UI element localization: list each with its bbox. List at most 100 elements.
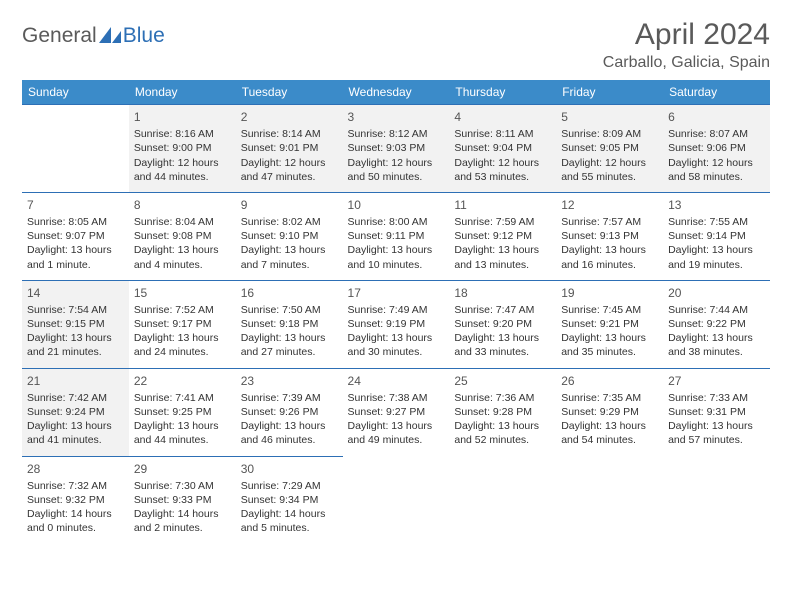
sunset-line: Sunset: 9:13 PM bbox=[561, 229, 658, 243]
day-cell: 27Sunrise: 7:33 AMSunset: 9:31 PMDayligh… bbox=[663, 368, 770, 456]
week-row: 1 Sunrise: 8:16 AMSunset: 9:00 PM Daylight… bbox=[22, 105, 770, 193]
day-number: 23 bbox=[241, 373, 338, 389]
sunset-line: Sunset: 9:12 PM bbox=[454, 229, 551, 243]
daylight-line: Daylight: 12 hours and 55 minutes. bbox=[561, 156, 658, 184]
sunset-line: Sunset: 9:04 PM bbox=[454, 141, 551, 155]
day-number: 30 bbox=[241, 461, 338, 477]
day-cell: 22Sunrise: 7:41 AMSunset: 9:25 PMDayligh… bbox=[129, 368, 236, 456]
week-row: 14Sunrise: 7:54 AMSunset: 9:15 PMDayligh… bbox=[22, 280, 770, 368]
day-cell bbox=[449, 456, 556, 543]
daylight-line: Daylight: 13 hours and 13 minutes. bbox=[454, 243, 551, 271]
sunset-line: Sunset: 9:06 PM bbox=[668, 141, 765, 155]
sunrise-line: Sunrise: 7:52 AM bbox=[134, 303, 231, 317]
daylight-line: Daylight: 13 hours and 54 minutes. bbox=[561, 419, 658, 447]
weekday-header: Thursday bbox=[449, 80, 556, 105]
sunset-line: Sunset: 9:19 PM bbox=[348, 317, 445, 331]
sunrise-line: Sunrise: 8:04 AM bbox=[134, 215, 231, 229]
week-row: 7Sunrise: 8:05 AMSunset: 9:07 PMDaylight… bbox=[22, 192, 770, 280]
daylight-line: Daylight: 13 hours and 35 minutes. bbox=[561, 331, 658, 359]
day-number: 24 bbox=[348, 373, 445, 389]
sunset-line: Sunset: 9:25 PM bbox=[134, 405, 231, 419]
day-number: 1 bbox=[134, 109, 231, 125]
sunset-line: Sunset: 9:33 PM bbox=[134, 493, 231, 507]
sunset-line: Sunset: 9:26 PM bbox=[241, 405, 338, 419]
sunset-line: Sunset: 9:22 PM bbox=[668, 317, 765, 331]
daylight-line: Daylight: 13 hours and 41 minutes. bbox=[27, 419, 124, 447]
weekday-header: Wednesday bbox=[343, 80, 450, 105]
daylight-line: Daylight: 12 hours and 50 minutes. bbox=[348, 156, 445, 184]
location-text: Carballo, Galicia, Spain bbox=[603, 54, 770, 72]
day-number: 17 bbox=[348, 285, 445, 301]
sunrise-line: Sunrise: 8:02 AM bbox=[241, 215, 338, 229]
day-number: 2 bbox=[241, 109, 338, 125]
day-number: 27 bbox=[668, 373, 765, 389]
day-cell: 28Sunrise: 7:32 AMSunset: 9:32 PMDayligh… bbox=[22, 456, 129, 543]
sunrise-line: Sunrise: 7:30 AM bbox=[134, 479, 231, 493]
day-cell: 24Sunrise: 7:38 AMSunset: 9:27 PMDayligh… bbox=[343, 368, 450, 456]
sunrise-line: Sunrise: 7:54 AM bbox=[27, 303, 124, 317]
day-cell: 18Sunrise: 7:47 AMSunset: 9:20 PMDayligh… bbox=[449, 280, 556, 368]
sunrise-line: Sunrise: 7:49 AM bbox=[348, 303, 445, 317]
sunset-line: Sunset: 9:28 PM bbox=[454, 405, 551, 419]
day-cell: 11Sunrise: 7:59 AMSunset: 9:12 PMDayligh… bbox=[449, 192, 556, 280]
day-number: 7 bbox=[27, 197, 124, 213]
sunset-line: Sunset: 9:17 PM bbox=[134, 317, 231, 331]
sunrise-line: Sunrise: 7:35 AM bbox=[561, 391, 658, 405]
sunset-line: Sunset: 9:21 PM bbox=[561, 317, 658, 331]
sunset-line: Sunset: 9:27 PM bbox=[348, 405, 445, 419]
weekday-header: Friday bbox=[556, 80, 663, 105]
week-row: 28Sunrise: 7:32 AMSunset: 9:32 PMDayligh… bbox=[22, 456, 770, 543]
weekday-header: Monday bbox=[129, 80, 236, 105]
day-number: 26 bbox=[561, 373, 658, 389]
sunset-line: Sunset: 9:34 PM bbox=[241, 493, 338, 507]
day-number: 13 bbox=[668, 197, 765, 213]
day-cell bbox=[22, 105, 129, 193]
sunrise-line: Sunrise: 7:44 AM bbox=[668, 303, 765, 317]
daylight-line: Daylight: 13 hours and 30 minutes. bbox=[348, 331, 445, 359]
day-cell: 4Sunrise: 8:11 AMSunset: 9:04 PMDaylight… bbox=[449, 105, 556, 193]
week-row: 21Sunrise: 7:42 AMSunset: 9:24 PMDayligh… bbox=[22, 368, 770, 456]
sunset-line: Sunset: 9:05 PM bbox=[561, 141, 658, 155]
sunrise-line: Sunrise: 8:07 AM bbox=[668, 127, 765, 141]
sunrise-line: Sunrise: 7:36 AM bbox=[454, 391, 551, 405]
sunrise-line: Sunrise: 8:12 AM bbox=[348, 127, 445, 141]
day-number: 5 bbox=[561, 109, 658, 125]
sunset-line: Sunset: 9:03 PM bbox=[348, 141, 445, 155]
day-cell: 26 Sunrise: 7:35 AMSunset: 9:29 PMDayligh… bbox=[556, 368, 663, 456]
brand-logo: General Blue bbox=[22, 18, 165, 48]
sunset-line: Sunset: 9:29 PM bbox=[561, 405, 658, 419]
day-number: 12 bbox=[561, 197, 658, 213]
day-cell: 13Sunrise: 7:55 AMSunset: 9:14 PMDayligh… bbox=[663, 192, 770, 280]
sunset-line: Sunset: 9:00 PM bbox=[134, 141, 231, 155]
daylight-line: Daylight: 13 hours and 33 minutes. bbox=[454, 331, 551, 359]
sunrise-line: Sunrise: 8:05 AM bbox=[27, 215, 124, 229]
day-number: 20 bbox=[668, 285, 765, 301]
day-number: 25 bbox=[454, 373, 551, 389]
day-cell: 21Sunrise: 7:42 AMSunset: 9:24 PMDayligh… bbox=[22, 368, 129, 456]
day-cell bbox=[556, 456, 663, 543]
logo-text-blue: Blue bbox=[123, 24, 165, 48]
day-cell: 30Sunrise: 7:29 AMSunset: 9:34 PMDayligh… bbox=[236, 456, 343, 543]
day-cell: 29Sunrise: 7:30 AMSunset: 9:33 PMDayligh… bbox=[129, 456, 236, 543]
daylight-line: Daylight: 14 hours and 0 minutes. bbox=[27, 507, 124, 535]
sunrise-line: Sunrise: 8:16 AM bbox=[134, 127, 231, 141]
day-cell: 15Sunrise: 7:52 AMSunset: 9:17 PMDayligh… bbox=[129, 280, 236, 368]
sunrise-line: Sunrise: 8:00 AM bbox=[348, 215, 445, 229]
daylight-line: Daylight: 13 hours and 38 minutes. bbox=[668, 331, 765, 359]
weekday-header-row: SundayMondayTuesdayWednesdayThursdayFrid… bbox=[22, 80, 770, 105]
day-cell: 16Sunrise: 7:50 AMSunset: 9:18 PMDayligh… bbox=[236, 280, 343, 368]
daylight-line: Daylight: 13 hours and 44 minutes. bbox=[134, 419, 231, 447]
daylight-line: Daylight: 13 hours and 7 minutes. bbox=[241, 243, 338, 271]
sunrise-line: Sunrise: 8:09 AM bbox=[561, 127, 658, 141]
daylight-line: Daylight: 13 hours and 1 minute. bbox=[27, 243, 124, 271]
weekday-header: Tuesday bbox=[236, 80, 343, 105]
sunset-line: Sunset: 9:20 PM bbox=[454, 317, 551, 331]
sunrise-line: Sunrise: 7:50 AM bbox=[241, 303, 338, 317]
daylight-line: Daylight: 13 hours and 52 minutes. bbox=[454, 419, 551, 447]
sunset-line: Sunset: 9:15 PM bbox=[27, 317, 124, 331]
day-number: 19 bbox=[561, 285, 658, 301]
day-cell: 2Sunrise: 8:14 AMSunset: 9:01 PMDaylight… bbox=[236, 105, 343, 193]
day-number: 11 bbox=[454, 197, 551, 213]
daylight-line: Daylight: 13 hours and 16 minutes. bbox=[561, 243, 658, 271]
daylight-line: Daylight: 13 hours and 49 minutes. bbox=[348, 419, 445, 447]
